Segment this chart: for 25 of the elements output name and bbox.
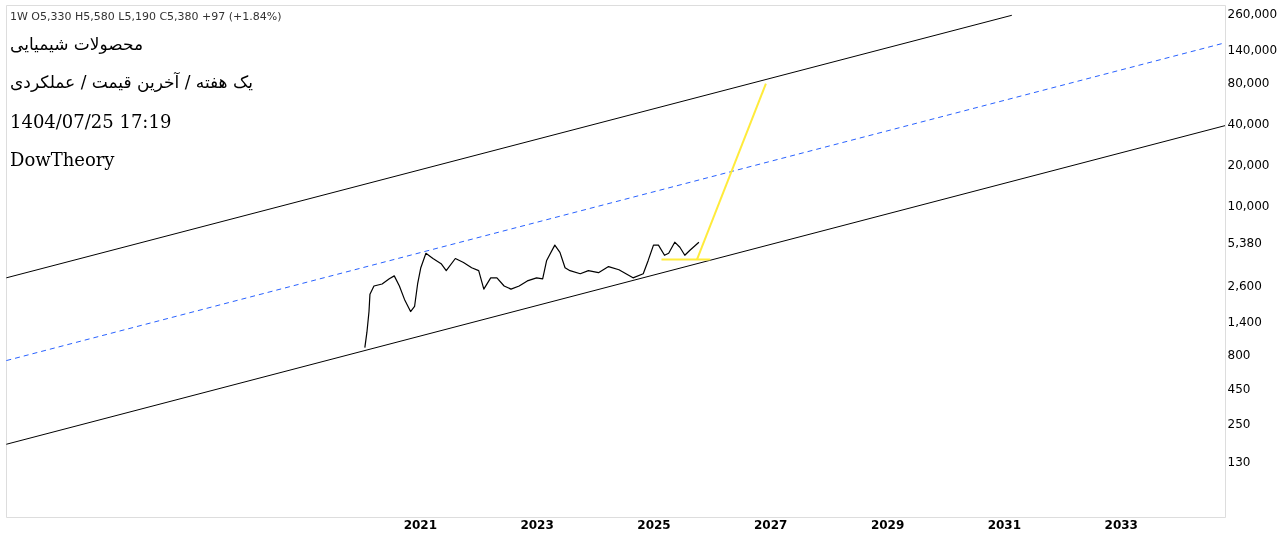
y-tick-label: 20,000	[1227, 158, 1270, 173]
y-tick-label: 1,400	[1227, 315, 1262, 330]
x-tick-label: 2027	[754, 517, 788, 532]
x-tick-label: 2025	[637, 517, 671, 532]
y-tick-label: 80,000	[1227, 76, 1270, 91]
x-tick-label: 2023	[520, 517, 554, 532]
y-tick-label: 5,380	[1227, 235, 1262, 250]
x-tick-label: 2029	[870, 517, 905, 532]
annotation: DowTheory	[10, 149, 116, 170]
y-tick-label: 250	[1227, 416, 1251, 431]
text: یک هفته / آخرین قیمت / عملکردی	[10, 71, 254, 92]
y-tick-label: 2,600	[1227, 278, 1262, 293]
y-tick-label: 260,000	[1227, 6, 1278, 21]
text: محصولات شیمیایی	[10, 34, 144, 54]
annotation: 1404/07/25 17:19	[10, 111, 172, 132]
y-tick-label: 140,000	[1227, 43, 1278, 58]
x-tick-label: 2033	[1104, 517, 1138, 532]
y-tick-label: 130	[1227, 455, 1251, 470]
x-tick-label: 2031	[987, 517, 1022, 532]
y-tick-label: 800	[1227, 348, 1251, 363]
y-tick-label: 450	[1227, 382, 1251, 397]
x-tick-label: 2021	[403, 517, 438, 532]
y-tick-label: 10,000	[1227, 199, 1270, 214]
y-tick-label: 40,000	[1227, 117, 1270, 132]
annotation: 1W O5,330 H5,580 L5,190 C5,380 +97 (+1.84%)	[10, 10, 282, 23]
